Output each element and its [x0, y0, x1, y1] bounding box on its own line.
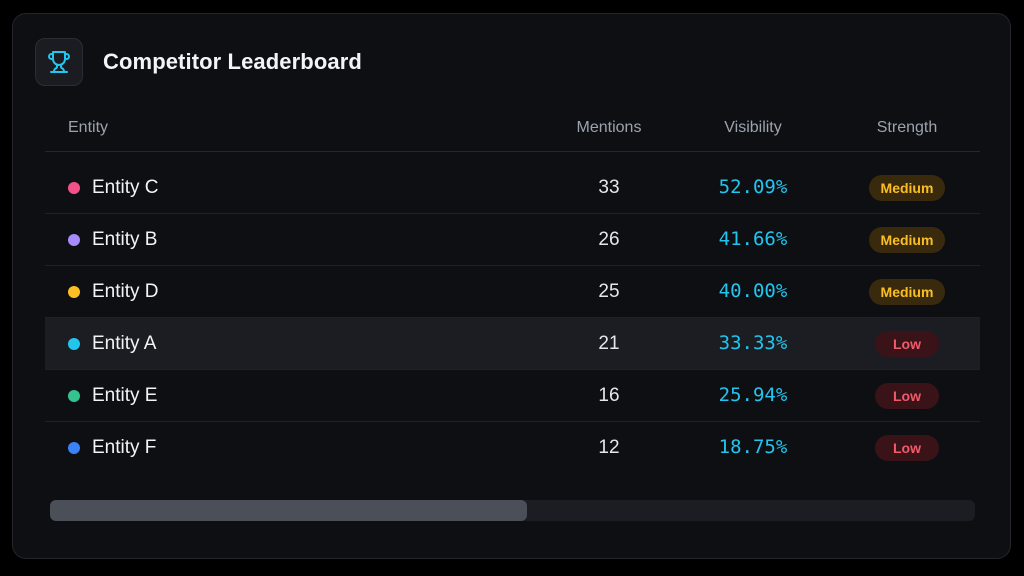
table-row[interactable]: Entity D 25 40.00% Medium: [45, 266, 980, 318]
table-header: Entity Mentions Visibility Strength: [45, 106, 980, 152]
table-row[interactable]: Entity A 21 33.33% Low: [45, 318, 980, 370]
leaderboard-table: Entity Mentions Visibility Strength Enti…: [45, 106, 980, 474]
column-header-mentions[interactable]: Mentions: [576, 119, 642, 136]
table-row[interactable]: Entity E 16 25.94% Low: [45, 370, 980, 422]
strength-badge: Medium: [868, 279, 946, 305]
entity-color-dot: [68, 442, 80, 454]
entity-name: Entity D: [92, 281, 159, 302]
entity-color-dot: [68, 286, 80, 298]
strength-cell: Medium: [842, 279, 972, 305]
mentions-value: 21: [598, 333, 620, 354]
entity-name: Entity E: [92, 385, 158, 406]
mentions-value: 16: [598, 385, 620, 406]
strength-badge: Low: [875, 383, 939, 409]
visibility-value: 40.00%: [718, 280, 788, 302]
visibility-value: 25.94%: [718, 384, 788, 406]
entity-name: Entity C: [92, 177, 159, 198]
leaderboard-card: Competitor Leaderboard Entity Mentions V…: [12, 13, 1011, 559]
strength-cell: Low: [842, 331, 972, 357]
strength-cell: Low: [842, 435, 972, 461]
entity-color-dot: [68, 390, 80, 402]
strength-badge: Medium: [868, 175, 946, 201]
entity-color-dot: [68, 338, 80, 350]
visibility-value: 33.33%: [718, 332, 788, 354]
entity-color-dot: [68, 182, 80, 194]
strength-cell: Medium: [842, 175, 972, 201]
strength-cell: Medium: [842, 227, 972, 253]
entity-name: Entity B: [92, 229, 158, 250]
table-row[interactable]: Entity F 12 18.75% Low: [45, 422, 980, 474]
entity-name: Entity F: [92, 437, 157, 458]
visibility-value: 41.66%: [718, 228, 788, 250]
mentions-value: 25: [598, 281, 620, 302]
card-header: Competitor Leaderboard: [35, 38, 362, 86]
trophy-icon-container: [35, 38, 83, 86]
mentions-value: 12: [598, 437, 620, 458]
strength-cell: Low: [842, 383, 972, 409]
trophy-icon: [48, 51, 70, 73]
mentions-value: 26: [598, 229, 620, 250]
strength-badge: Low: [875, 435, 939, 461]
scrollbar-thumb[interactable]: [50, 500, 528, 521]
visibility-value: 18.75%: [718, 436, 788, 458]
mentions-value: 33: [598, 177, 620, 198]
card-title: Competitor Leaderboard: [103, 49, 362, 74]
column-header-strength[interactable]: Strength: [876, 119, 938, 136]
entity-color-dot: [68, 234, 80, 246]
table-body: Entity C 33 52.09% Medium Entity B 26 41.66% Me…: [45, 162, 980, 474]
horizontal-scrollbar[interactable]: [50, 500, 975, 521]
table-row[interactable]: Entity B 26 41.66% Medium: [45, 214, 980, 266]
table-row[interactable]: Entity C 33 52.09% Medium: [45, 162, 980, 214]
column-header-entity[interactable]: Entity: [68, 119, 109, 136]
entity-name: Entity A: [92, 333, 157, 354]
visibility-value: 52.09%: [718, 176, 788, 198]
strength-badge: Low: [875, 331, 939, 357]
strength-badge: Medium: [868, 227, 946, 253]
column-header-visibility[interactable]: Visibility: [724, 119, 782, 136]
